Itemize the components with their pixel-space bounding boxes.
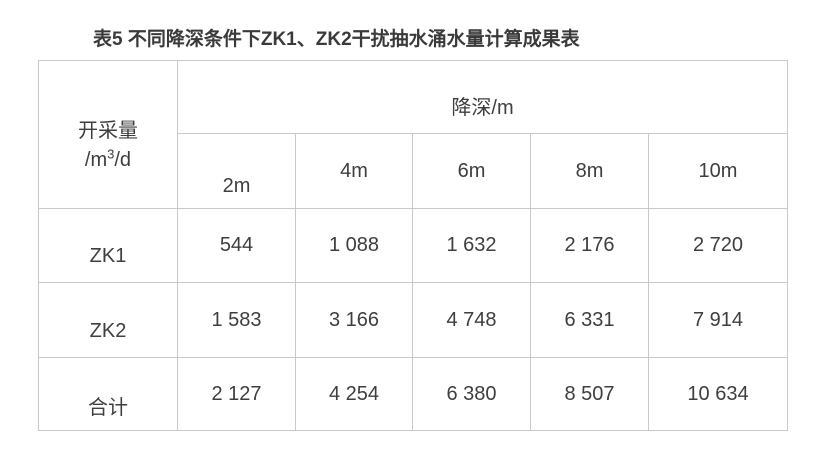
row-label-zk2: ZK2	[38, 282, 178, 358]
value-cell: 3 166	[295, 282, 413, 358]
value-cell: 2 720	[647, 208, 789, 283]
value-cell: 8 507	[530, 357, 649, 431]
drawdown-header-6m: 6m	[412, 133, 531, 209]
value-cell: 2 176	[530, 208, 649, 283]
table-row-zk1: ZK1 544 1 088 1 632 2 176 2 720	[38, 208, 789, 283]
value-cell: 4 748	[412, 282, 531, 358]
value-cell: 4 254	[295, 357, 413, 431]
corner-header-unit: /m3/d	[78, 146, 138, 175]
drawdown-header-8m: 8m	[530, 133, 649, 209]
corner-header-text: 开采量 /m3/d	[78, 117, 138, 175]
corner-header-cell: 开采量 /m3/d	[38, 60, 178, 209]
value-cell: 544	[177, 208, 296, 283]
unit-superscript: 3	[107, 145, 115, 161]
header-row-span: 开采量 /m3/d 降深/m	[38, 60, 789, 209]
value-cell: 1 088	[295, 208, 413, 283]
value-cell: 10 634	[647, 357, 789, 431]
value-cell: 6 331	[530, 282, 649, 358]
corner-header-line1: 开采量	[78, 119, 138, 142]
table-row-total: 合计 2 127 4 254 6 380 8 507 10 634	[38, 357, 789, 431]
drawdown-header-2m: 2m	[177, 133, 296, 209]
table-row-zk2: ZK2 1 583 3 166 4 748 6 331 7 914	[38, 282, 789, 358]
drawdown-header-10m: 10m	[647, 133, 789, 209]
value-cell: 2 127	[177, 357, 296, 431]
unit-suffix: /d	[114, 148, 132, 171]
value-cell: 1 632	[412, 208, 531, 283]
row-label-zk1: ZK1	[38, 208, 178, 283]
table-caption: 表5 不同降深条件下ZK1、ZK2干扰抽水涌水量计算成果表	[93, 29, 580, 50]
unit-prefix: /m	[84, 148, 108, 171]
row-label-total: 合计	[38, 357, 178, 431]
value-cell: 1 583	[177, 282, 296, 358]
results-table: 开采量 /m3/d 降深/m 2m 4m 6m	[38, 60, 789, 431]
drawdown-span-header-cell: 降深/m	[176, 60, 789, 134]
value-cell: 6 380	[412, 357, 531, 431]
drawdown-header-4m: 4m	[295, 133, 413, 209]
value-cell: 7 914	[647, 282, 789, 358]
header-row-drawdowns: 2m 4m 6m 8m 10m	[39, 133, 789, 209]
drawdown-span-header: 降深/m	[451, 96, 514, 119]
